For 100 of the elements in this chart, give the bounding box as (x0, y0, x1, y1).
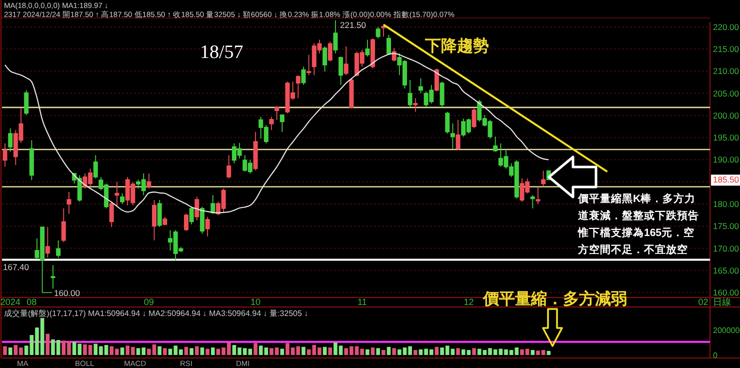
y-tick-label: 165.00 (713, 265, 740, 276)
bar (328, 348, 332, 355)
annotation: 下降趨勢 (424, 37, 489, 55)
y-tick-label: 170.00 (713, 243, 740, 254)
candlestick (301, 66, 306, 86)
ref-line-label: 167.40 (3, 262, 30, 272)
bar (46, 334, 50, 355)
candlestick (152, 200, 156, 241)
y-tick-label: 200.00 (713, 110, 740, 120)
text: 日線 (713, 297, 731, 307)
candlestick (189, 206, 194, 225)
annotation: 160.00 (54, 288, 80, 298)
candlestick (349, 78, 354, 109)
candlestick (445, 111, 450, 134)
bar (376, 348, 380, 355)
bar (472, 348, 476, 355)
bar (392, 348, 396, 355)
bar (190, 348, 194, 355)
bar (386, 346, 391, 355)
candlestick (472, 108, 476, 129)
candlestick (344, 46, 348, 76)
candlestick (66, 192, 72, 214)
candlestick (386, 34, 392, 56)
annotation: 221.50 (340, 20, 366, 30)
bar (264, 348, 268, 355)
bar (366, 349, 370, 355)
candlestick (56, 240, 61, 258)
candlestick (8, 128, 13, 152)
candlestick (205, 216, 210, 237)
bar (184, 346, 188, 355)
y-tick-label: 195.00 (713, 132, 740, 143)
candlestick (93, 154, 98, 179)
annotation: 185.50 (713, 174, 740, 185)
candlestick (280, 114, 284, 132)
candlestick (253, 131, 258, 171)
y-tick-label: 200000 (713, 326, 740, 335)
bar (302, 346, 306, 355)
bar (370, 348, 375, 355)
candlestick (146, 172, 152, 189)
candlestick (306, 54, 312, 76)
bar (120, 348, 124, 355)
y-tick-label: 215.00 (713, 44, 740, 54)
candlestick (120, 192, 125, 204)
bar (24, 346, 28, 355)
annotation: 價平量縮黑K棒．多方力 (577, 192, 696, 205)
x-tick-label: 02 (698, 297, 708, 307)
y-tick-label: 175.00 (713, 221, 740, 232)
y-tick-label: 180.00 (713, 199, 740, 209)
candlestick (440, 81, 444, 108)
x-tick-label: 09 (144, 297, 154, 307)
annotation: 18/57 (200, 42, 244, 63)
candlestick (456, 119, 460, 150)
candlestick (322, 46, 328, 72)
candlestick (162, 216, 168, 226)
bar (206, 348, 210, 355)
candlestick (381, 26, 386, 38)
y-tick-label: 220.00 (713, 22, 740, 32)
y-tick-label: 205.00 (713, 88, 740, 98)
bar (254, 343, 258, 355)
bar (434, 346, 439, 355)
candlestick (450, 122, 455, 150)
candlestick (184, 213, 188, 232)
x-tick-label: 12 (464, 297, 474, 307)
bar (530, 350, 535, 355)
annotation: 惟下檔支撐為165元．空 (577, 226, 695, 239)
bar (163, 348, 167, 355)
candlestick (530, 194, 535, 209)
candlestick (157, 200, 162, 228)
bar (322, 346, 327, 355)
bar (456, 348, 460, 355)
candlestick (413, 98, 418, 112)
candlestick (269, 116, 274, 130)
y-tick-label: 190.00 (713, 154, 740, 165)
candlestick (541, 170, 546, 188)
candlestick (536, 186, 540, 204)
candlestick (61, 208, 66, 243)
candlestick (109, 201, 114, 228)
candlestick (338, 56, 344, 86)
x-tick-label: 10 (250, 297, 261, 307)
candlestick (114, 181, 120, 208)
candlestick (408, 80, 412, 108)
annotation: 成交量(解盤)(17,17,17) MA1:50964.94 ↓ MA2:50964.94 ↓ MA3:50964.94 ↓ 量:32505 ↓ (4, 309, 308, 318)
candlestick (24, 90, 29, 116)
candlestick (194, 196, 200, 221)
bar (200, 348, 204, 355)
bar (194, 346, 199, 355)
candlestick (29, 140, 34, 181)
candlestick (493, 136, 498, 152)
candlestick (45, 226, 50, 258)
x-tick-label: 11 (357, 297, 367, 307)
bar (8, 348, 12, 355)
annotation: 道衰減．盤整或下跌預告 (578, 209, 699, 222)
candlestick (365, 39, 370, 57)
bar (414, 350, 418, 355)
candlestick (50, 264, 56, 290)
annotation: 方空間不足．不宜放空 (577, 243, 688, 256)
candlestick (274, 106, 280, 120)
candlestick (333, 20, 338, 54)
candlestick (418, 78, 423, 94)
bar (382, 350, 386, 355)
